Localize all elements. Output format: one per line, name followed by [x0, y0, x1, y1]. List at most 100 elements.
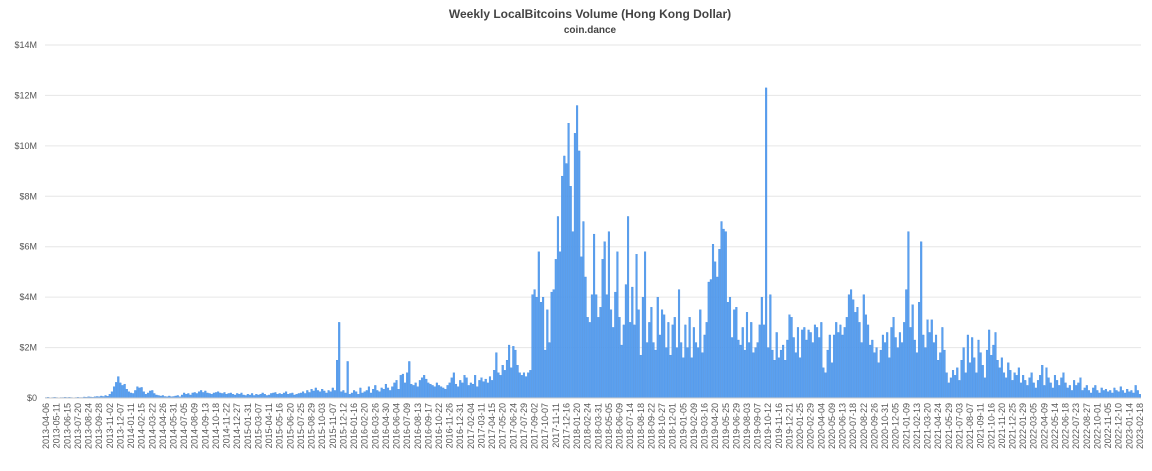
x-tick-label: 2013-08-24	[84, 403, 94, 449]
bar	[481, 378, 483, 398]
x-tick-label: 2021-03-20	[923, 403, 933, 449]
x-tick-label: 2017-10-07	[540, 403, 550, 449]
bar	[1122, 390, 1124, 398]
bar	[721, 222, 723, 399]
bar	[961, 360, 963, 398]
bar	[495, 353, 497, 398]
bar	[226, 394, 228, 398]
x-tick-label: 2019-09-07	[753, 403, 763, 449]
bar	[638, 310, 640, 398]
bar	[738, 340, 740, 398]
bar	[525, 377, 527, 398]
x-tick-label: 2022-03-05	[1029, 403, 1039, 449]
bar	[699, 310, 701, 398]
bar	[468, 385, 470, 398]
x-tick-label: 2018-05-05	[604, 403, 614, 449]
x-tick-label: 2017-07-29	[519, 403, 529, 449]
bar	[260, 394, 262, 398]
bar	[876, 348, 878, 398]
x-tick-label: 2019-08-03	[742, 403, 752, 449]
bar	[347, 361, 349, 398]
bar	[457, 387, 459, 398]
bar	[319, 392, 321, 398]
bar	[714, 262, 716, 398]
bar	[710, 279, 712, 398]
x-tick-label: 2016-06-04	[392, 403, 402, 449]
bar	[1054, 375, 1056, 398]
bar	[1001, 358, 1003, 398]
bar	[629, 322, 631, 398]
bar	[572, 232, 574, 398]
bar	[1099, 393, 1101, 398]
bar	[430, 384, 432, 398]
bar	[797, 327, 799, 398]
bar	[952, 370, 954, 398]
bar	[364, 392, 366, 398]
x-tick-label: 2020-01-25	[795, 403, 805, 449]
bar	[145, 394, 147, 398]
bar	[151, 390, 153, 398]
bar	[404, 383, 406, 398]
bar	[954, 375, 956, 398]
bar	[634, 325, 636, 398]
bar	[925, 348, 927, 398]
bar	[735, 307, 737, 398]
x-tick-label: 2020-04-04	[816, 403, 826, 449]
x-tick-label: 2016-01-16	[349, 403, 359, 449]
bar	[668, 322, 670, 398]
x-tick-label: 2014-07-05	[179, 403, 189, 449]
bar	[1107, 392, 1109, 398]
bar	[842, 335, 844, 398]
bar	[491, 380, 493, 398]
bar	[427, 383, 429, 398]
bar	[1067, 388, 1069, 398]
bar	[806, 340, 808, 398]
x-tick-label: 2016-07-09	[402, 403, 412, 449]
x-tick-label: 2022-10-01	[1092, 403, 1102, 449]
bar	[1033, 383, 1035, 398]
bar	[387, 388, 389, 398]
bar	[394, 383, 396, 398]
bar	[812, 343, 814, 398]
bar	[971, 337, 973, 398]
bar	[980, 353, 982, 398]
bar	[576, 106, 578, 398]
bar	[982, 365, 984, 398]
bar	[311, 389, 313, 398]
bar	[956, 368, 958, 398]
bar	[761, 297, 763, 398]
x-tick-label: 2016-12-31	[455, 403, 465, 449]
bar	[128, 392, 130, 398]
bar	[408, 361, 410, 398]
x-tick-label: 2016-10-22	[434, 403, 444, 449]
bar	[857, 307, 859, 398]
x-tick-label: 2015-06-20	[285, 403, 295, 449]
bar	[221, 393, 223, 398]
bar	[825, 373, 827, 398]
bar	[202, 392, 204, 398]
x-tick-label: 2014-02-15	[137, 403, 147, 449]
bar	[1071, 390, 1073, 398]
x-tick-label: 2013-11-02	[105, 403, 115, 448]
bar	[959, 380, 961, 398]
bar	[967, 335, 969, 398]
x-tick-label: 2017-05-20	[498, 403, 508, 449]
bar	[574, 133, 576, 398]
bar	[776, 332, 778, 398]
x-tick-label: 2020-09-26	[869, 403, 879, 449]
bar	[302, 392, 304, 398]
bar	[1029, 378, 1031, 398]
bar	[992, 345, 994, 398]
bar	[820, 322, 822, 398]
bar	[334, 390, 336, 398]
bar	[232, 394, 234, 398]
x-tick-label: 2018-03-31	[593, 403, 603, 449]
bar	[1137, 390, 1139, 398]
bar	[400, 375, 402, 398]
x-tick-label: 2021-10-16	[986, 403, 996, 449]
x-tick-label: 2017-12-16	[561, 403, 571, 449]
bar	[1103, 390, 1105, 398]
x-tick-label: 2016-03-26	[370, 403, 380, 449]
bar	[893, 317, 895, 398]
bar	[198, 392, 200, 398]
